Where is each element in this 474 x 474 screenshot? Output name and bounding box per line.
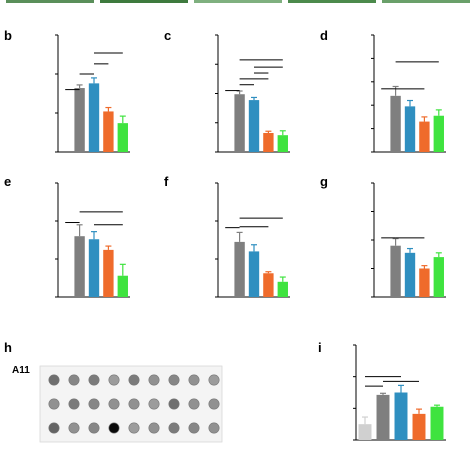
blot-dot — [108, 422, 120, 434]
blot-dot — [68, 398, 80, 410]
blot-row-label: A11 — [12, 365, 30, 376]
blot-dot — [128, 398, 140, 410]
bar — [103, 249, 114, 297]
blot-dot — [48, 398, 60, 410]
panel-g: g — [320, 174, 446, 298]
blot-dot — [208, 422, 220, 434]
bar — [419, 268, 430, 297]
panel-c: c — [164, 28, 290, 153]
blot-dot — [88, 398, 100, 410]
bar — [234, 94, 245, 152]
blot-dot — [68, 374, 80, 386]
panel-d: d — [320, 28, 446, 153]
panel-letter: b — [4, 28, 12, 43]
blot-dot — [128, 422, 140, 434]
blot-dot — [108, 374, 120, 386]
blot-dot — [108, 398, 120, 410]
blot-dot — [208, 398, 220, 410]
bar — [390, 95, 401, 152]
panel-b: b — [4, 28, 130, 153]
panel-h: h A11 — [4, 340, 223, 443]
blot-dot — [48, 374, 60, 386]
bar — [430, 406, 444, 440]
blot-dot — [188, 398, 200, 410]
bar — [358, 424, 372, 440]
blot-dot — [88, 422, 100, 434]
blot-dot — [128, 374, 140, 386]
bar — [263, 132, 274, 152]
blot-dot — [148, 422, 160, 434]
bar — [419, 121, 430, 152]
panel-letter: h — [4, 340, 12, 355]
panel-letter: i — [318, 340, 322, 355]
bar — [234, 241, 245, 297]
panel-letter: e — [4, 174, 11, 189]
blot-dot — [148, 374, 160, 386]
bar — [404, 252, 416, 297]
bar — [404, 106, 416, 152]
bar — [248, 100, 260, 152]
panel-e: e — [4, 174, 130, 298]
blot-dot — [208, 374, 220, 386]
bar — [390, 245, 401, 297]
panel-i: i — [318, 340, 446, 441]
bar — [277, 135, 288, 152]
bar — [74, 236, 85, 297]
top-strip-segment — [288, 0, 376, 3]
bar — [394, 392, 408, 440]
bar — [88, 83, 100, 152]
bar — [88, 239, 100, 297]
bar — [376, 394, 390, 440]
top-strip — [6, 0, 470, 3]
bar — [412, 413, 426, 440]
blot-dot — [168, 422, 180, 434]
blot-dot — [68, 422, 80, 434]
top-strip-segment — [382, 0, 470, 3]
blot-dot — [168, 374, 180, 386]
bar — [117, 123, 128, 152]
panel-letter: d — [320, 28, 328, 43]
panel-letter: f — [164, 174, 169, 189]
bar — [248, 251, 260, 297]
blot-dot — [188, 422, 200, 434]
blot-dot — [88, 374, 100, 386]
blot-dot — [168, 398, 180, 410]
bar — [117, 275, 128, 297]
top-strip-segment — [194, 0, 282, 3]
top-strip-segment — [6, 0, 94, 3]
bar — [263, 273, 274, 297]
top-strip-segment — [100, 0, 188, 3]
bar — [433, 115, 444, 152]
panel-letter: c — [164, 28, 171, 43]
blot-dot — [188, 374, 200, 386]
bar — [277, 281, 288, 297]
blot-dot — [48, 422, 60, 434]
bar — [74, 88, 85, 152]
panel-letter: g — [320, 174, 328, 189]
blot-dot — [148, 398, 160, 410]
panel-f: f — [164, 174, 290, 298]
bar — [103, 111, 114, 152]
bar — [433, 257, 444, 297]
